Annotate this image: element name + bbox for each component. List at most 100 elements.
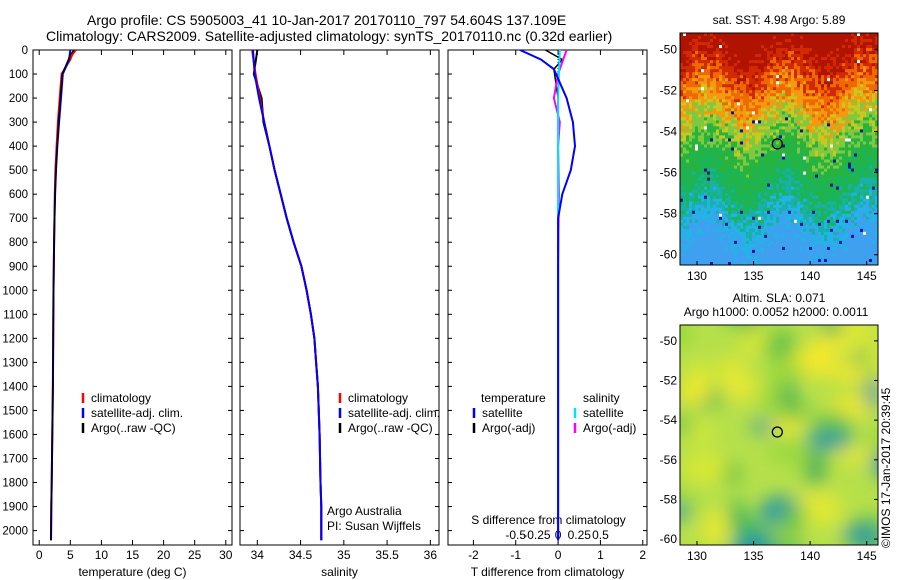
sst-cell bbox=[704, 45, 708, 49]
sst-cell bbox=[701, 246, 705, 251]
sst-cell bbox=[863, 231, 867, 236]
sst-cell bbox=[770, 42, 774, 46]
sst-cell bbox=[779, 69, 783, 73]
sst-cell bbox=[740, 225, 744, 230]
sst-cell bbox=[713, 156, 717, 160]
sst-cell bbox=[833, 66, 837, 70]
sst-cell bbox=[794, 120, 798, 124]
sst-cell bbox=[767, 183, 771, 188]
sst-cell bbox=[779, 90, 783, 94]
sst-cell bbox=[812, 219, 816, 224]
sst-cell bbox=[857, 108, 861, 112]
sst-cell bbox=[749, 51, 753, 55]
sst-cell bbox=[728, 117, 732, 121]
sst-cell bbox=[797, 135, 801, 139]
sst-cell bbox=[860, 222, 864, 227]
sst-cell bbox=[860, 183, 864, 188]
sst-cell bbox=[737, 69, 741, 73]
sst-cell bbox=[767, 219, 771, 224]
sst-cell bbox=[779, 177, 783, 182]
sst-cell bbox=[773, 102, 777, 106]
sst-cell bbox=[863, 162, 867, 166]
sst-cell bbox=[845, 105, 849, 109]
sst-cell bbox=[728, 114, 732, 118]
sst-cell bbox=[800, 150, 804, 154]
sst-cell bbox=[836, 105, 840, 109]
sst-cell bbox=[689, 183, 693, 188]
sst-cell bbox=[710, 138, 714, 142]
sst-cell bbox=[842, 135, 846, 139]
sst-cell bbox=[803, 186, 807, 191]
sst-cell bbox=[698, 90, 702, 94]
sst-cell bbox=[752, 72, 756, 76]
sst-cell bbox=[743, 129, 747, 133]
sst-cell bbox=[800, 189, 804, 194]
sst-cell bbox=[800, 33, 804, 37]
sst-cell bbox=[713, 126, 717, 130]
sst-cell bbox=[749, 45, 753, 49]
sst-cell bbox=[797, 117, 801, 121]
sst-cell bbox=[821, 240, 825, 245]
sst-cell bbox=[863, 117, 867, 121]
sst-cell bbox=[746, 180, 750, 185]
sst-cell bbox=[779, 219, 783, 224]
sst-cell bbox=[776, 39, 780, 43]
sst-cell bbox=[860, 189, 864, 194]
sst-cell bbox=[755, 48, 759, 52]
sst-cell bbox=[785, 81, 789, 85]
sst-cell bbox=[698, 117, 702, 121]
sst-cell bbox=[860, 213, 864, 218]
sst-cell bbox=[869, 246, 873, 251]
sst-cell bbox=[818, 129, 822, 133]
sst-cell bbox=[836, 51, 840, 55]
sst-cell bbox=[689, 114, 693, 118]
sal-xlabel: salinity bbox=[321, 565, 358, 579]
sst-cell bbox=[707, 186, 711, 191]
sst-cell bbox=[758, 213, 762, 218]
sst-cell bbox=[824, 87, 828, 91]
sst-cell bbox=[782, 99, 786, 103]
sst-cell bbox=[782, 42, 786, 46]
sst-cell bbox=[725, 81, 729, 85]
sst-cell bbox=[701, 240, 705, 245]
sst-cell bbox=[809, 222, 813, 227]
sst-cell bbox=[815, 66, 819, 70]
sst-cell bbox=[833, 132, 837, 136]
sst-cell bbox=[857, 153, 861, 157]
sst-cell bbox=[743, 234, 747, 239]
sst-cell bbox=[794, 66, 798, 70]
sst-cell bbox=[842, 75, 846, 79]
sst-cell bbox=[863, 126, 867, 130]
sst-cell bbox=[845, 240, 849, 245]
sst-cell bbox=[803, 141, 807, 145]
sst-cell bbox=[680, 75, 684, 79]
sst-cell bbox=[746, 117, 750, 121]
sst-cell bbox=[794, 84, 798, 88]
sst-cell bbox=[872, 210, 876, 215]
sst-cell bbox=[794, 165, 798, 169]
sst-cell bbox=[761, 144, 765, 148]
sst-cell bbox=[848, 84, 852, 88]
sst-cell bbox=[764, 147, 768, 151]
sst-cell bbox=[818, 78, 822, 82]
sst-cell bbox=[869, 168, 873, 172]
sst-cell bbox=[764, 198, 768, 203]
sst-cell bbox=[707, 222, 711, 227]
sst-cell bbox=[698, 72, 702, 76]
sst-cell bbox=[758, 105, 762, 109]
sst-cell bbox=[836, 36, 840, 40]
sst-cell bbox=[770, 48, 774, 52]
sst-cell bbox=[860, 150, 864, 154]
sst-cell bbox=[728, 36, 732, 40]
sst-cell bbox=[842, 126, 846, 130]
sst-cell bbox=[806, 174, 810, 179]
sst-cell bbox=[872, 78, 876, 82]
sst-cell bbox=[761, 183, 765, 188]
sst-cell bbox=[809, 87, 813, 91]
sst-cell bbox=[722, 81, 726, 85]
sst-cell bbox=[698, 114, 702, 118]
sst-cell bbox=[809, 210, 813, 215]
sst-cell bbox=[776, 153, 780, 157]
sst-cell bbox=[743, 111, 747, 115]
sst-cell bbox=[758, 45, 762, 49]
